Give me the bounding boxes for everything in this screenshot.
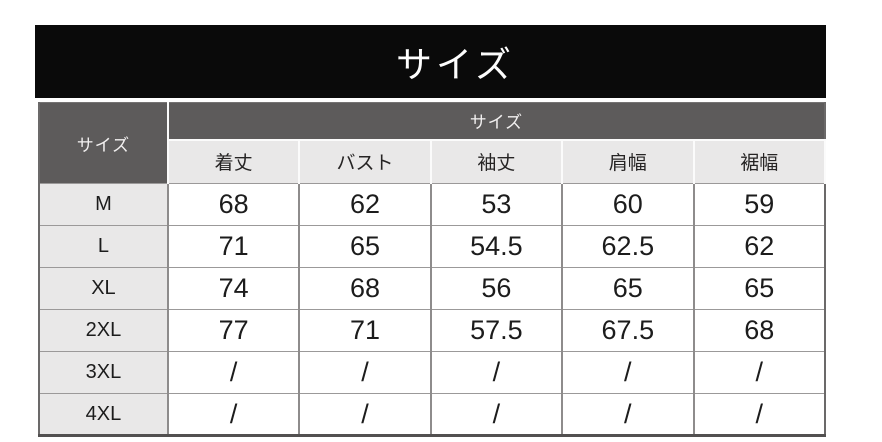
value-cell: 65	[561, 267, 695, 310]
table-row-3xl: 3XL / / / / /	[38, 351, 826, 394]
value-cell: 68	[692, 309, 826, 352]
corner-size-label: サイズ	[39, 102, 169, 184]
size-label: 2XL	[38, 309, 169, 352]
column-header-length: 着丈	[166, 138, 301, 184]
value-cell: 65	[692, 267, 826, 310]
size-label: XL	[38, 267, 169, 310]
value-cell: 68	[298, 267, 432, 310]
value-cell: /	[429, 351, 563, 394]
value-cell: /	[561, 351, 695, 394]
table-row-m: M 68 62 53 60 59	[38, 183, 826, 226]
size-label: M	[38, 183, 169, 226]
value-cell: 59	[692, 183, 826, 226]
table-row-l: L 71 65 54.5 62.5 62	[38, 225, 826, 268]
value-cell: 68	[166, 183, 300, 226]
column-header-hem: 裾幅	[692, 138, 827, 184]
table-row-4xl: 4XL / / / / /	[38, 393, 826, 436]
banner: サイズ	[35, 25, 826, 98]
size-label: 3XL	[38, 351, 169, 394]
value-cell: /	[692, 351, 826, 394]
value-cell: 71	[298, 309, 432, 352]
value-cell: /	[298, 393, 432, 436]
banner-title: サイズ	[396, 43, 515, 85]
value-cell: 74	[166, 267, 300, 310]
value-cell: 67.5	[561, 309, 695, 352]
size-label: L	[38, 225, 169, 268]
column-header-shoulder: 肩幅	[561, 138, 695, 184]
value-cell: /	[429, 393, 563, 436]
column-header-sleeve: 袖丈	[429, 138, 564, 184]
table-row-2xl: 2XL 77 71 57.5 67.5 68	[38, 309, 826, 352]
group-header-label: サイズ	[167, 102, 825, 140]
value-cell: 62.5	[561, 225, 695, 268]
value-cell: 65	[298, 225, 432, 268]
value-cell: 62	[692, 225, 826, 268]
table-column-header-row: 着丈 バスト 袖丈 肩幅 裾幅	[39, 138, 827, 184]
value-cell: /	[692, 393, 826, 436]
value-cell: 60	[561, 183, 695, 226]
size-label: 4XL	[38, 393, 169, 436]
value-cell: /	[166, 393, 300, 436]
column-header-bust: バスト	[298, 138, 432, 184]
value-cell: 54.5	[429, 225, 563, 268]
table-row-xl: XL 74 68 56 65 65	[38, 267, 826, 310]
value-cell: /	[298, 351, 432, 394]
value-cell: 53	[429, 183, 563, 226]
value-cell: 77	[166, 309, 300, 352]
value-cell: 56	[429, 267, 563, 310]
value-cell: /	[166, 351, 300, 394]
table-group-header-row: サイズ サイズ	[39, 102, 825, 184]
value-cell: /	[561, 393, 695, 436]
value-cell: 62	[298, 183, 432, 226]
size-table: サイズ サイズ 着丈 バスト 袖丈 肩幅 裾幅 M 68 62 53 60 59…	[38, 102, 827, 437]
value-cell: 71	[166, 225, 300, 268]
value-cell: 57.5	[429, 309, 563, 352]
